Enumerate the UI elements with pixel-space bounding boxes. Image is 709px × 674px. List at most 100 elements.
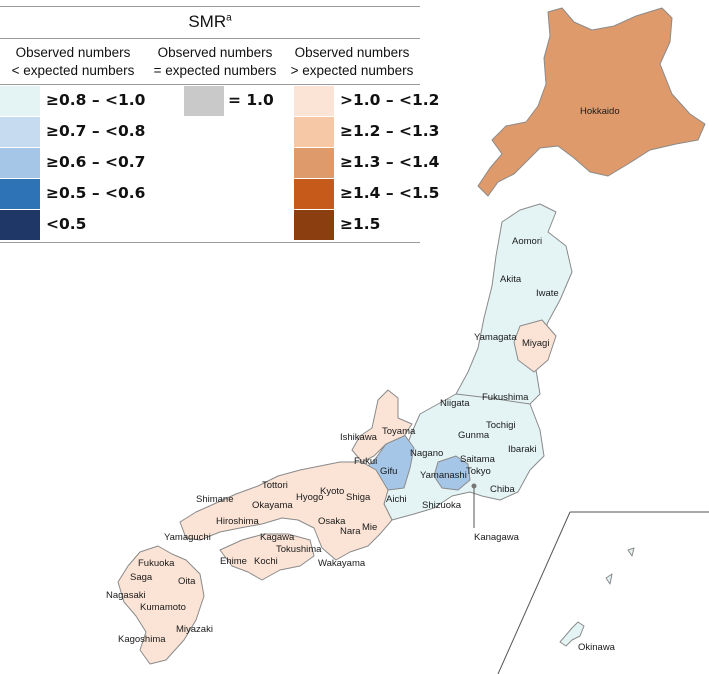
label-tokushima: Tokushima	[276, 544, 322, 555]
label-tottori: Tottori	[262, 480, 288, 491]
legend-top-rule	[0, 6, 420, 7]
legend-column-higher-header: Observed numbers > expected numbers	[284, 44, 420, 80]
label-kyoto: Kyoto	[320, 486, 344, 497]
label-equal-1: = 1.0	[228, 91, 274, 109]
region-kyushu[interactable]	[117, 545, 205, 665]
legend-column-lower-header: Observed numbers < expected numbers	[0, 44, 146, 80]
label-higher-5: ≥1.5	[340, 215, 381, 233]
legend-title-rule	[0, 38, 420, 39]
label-miyazaki: Miyazaki	[176, 624, 213, 635]
swatch-lower-4	[0, 179, 40, 209]
label-kanagawa: Kanagawa	[474, 532, 520, 543]
region-shikoku[interactable]	[219, 533, 315, 581]
okinawa-inset-divider-diagonal	[497, 511, 571, 674]
label-ibaraki: Ibaraki	[508, 444, 537, 455]
region-miyagi[interactable]	[513, 319, 557, 373]
legend-header-rule	[0, 84, 420, 85]
label-gunma: Gunma	[458, 430, 490, 441]
region-kinki-chugoku[interactable]	[179, 461, 393, 561]
legend-column-higher-line2: > expected numbers	[290, 63, 414, 78]
label-higher-3: ≥1.3 – <1.4	[340, 153, 440, 171]
legend-title-text: SMR	[188, 12, 227, 31]
label-iwate: Iwate	[536, 288, 559, 299]
label-chiba: Chiba	[490, 484, 516, 495]
label-mie: Mie	[362, 522, 377, 533]
label-ehime: Ehime	[220, 556, 247, 567]
label-osaka: Osaka	[318, 516, 346, 527]
label-fukui: Fukui	[354, 456, 377, 467]
legend-title-superscript: a	[226, 12, 232, 24]
region-hokkaido[interactable]	[477, 7, 706, 197]
swatch-lower-3	[0, 148, 40, 178]
swatch-higher-3	[294, 148, 334, 178]
legend-bottom-rule	[0, 242, 420, 243]
label-lower-5: <0.5	[46, 215, 87, 233]
label-lower-3: ≥0.6 – <0.7	[46, 153, 146, 171]
swatch-equal-1	[184, 86, 224, 116]
swatch-higher-5	[294, 210, 334, 240]
label-aichi: Aichi	[386, 494, 407, 505]
label-yamagata: Yamagata	[474, 332, 517, 343]
legend-column-equal-line2: = expected numbers	[153, 63, 277, 78]
label-oita: Oita	[178, 576, 196, 587]
legend-column-equal-line1: Observed numbers	[157, 45, 273, 60]
label-yamaguchi: Yamaguchi	[164, 532, 211, 543]
label-toyama: Toyama	[382, 426, 416, 437]
region-tohoku[interactable]	[455, 203, 573, 405]
legend-column-equal-header: Observed numbers = expected numbers	[146, 44, 284, 80]
swatch-higher-2	[294, 117, 334, 147]
label-kagawa: Kagawa	[260, 532, 295, 543]
legend-column-higher-line1: Observed numbers	[294, 45, 410, 60]
label-aomori: Aomori	[512, 236, 542, 247]
swatch-lower-5	[0, 210, 40, 240]
label-niigata: Niigata	[440, 398, 470, 409]
swatch-higher-1	[294, 86, 334, 116]
label-higher-1: >1.0 – <1.2	[340, 91, 440, 109]
label-wakayama: Wakayama	[318, 558, 366, 569]
label-lower-1: ≥0.8 – <1.0	[46, 91, 146, 109]
label-fukushima: Fukushima	[482, 392, 529, 403]
label-lower-2: ≥0.7 – <0.8	[46, 122, 146, 140]
region-hokuriku[interactable]	[351, 389, 413, 463]
label-kochi: Kochi	[254, 556, 278, 567]
label-higher-2: ≥1.2 – <1.3	[340, 122, 440, 140]
label-saga: Saga	[130, 572, 153, 583]
label-kumamoto: Kumamoto	[140, 602, 186, 613]
label-nagano: Nagano	[410, 448, 443, 459]
swatch-lower-1	[0, 86, 40, 116]
label-shizuoka: Shizuoka	[422, 500, 462, 511]
label-kagoshima: Kagoshima	[118, 634, 166, 645]
island-okinawa-small-2	[605, 573, 613, 585]
label-hyogo: Hyogo	[296, 492, 323, 503]
region-okinawa[interactable]	[559, 621, 585, 647]
legend-column-lower-line1: Observed numbers	[15, 45, 131, 60]
label-hiroshima: Hiroshima	[216, 516, 259, 527]
label-gifu: Gifu	[380, 466, 397, 477]
label-akita: Akita	[500, 274, 522, 285]
label-hokkaido: Hokkaido	[580, 106, 620, 117]
label-tokyo: Tokyo	[466, 466, 491, 477]
label-okinawa: Okinawa	[578, 642, 616, 653]
legend-column-lower-line2: < expected numbers	[11, 63, 135, 78]
label-miyagi: Miyagi	[522, 338, 549, 349]
island-okinawa-small-1	[627, 547, 635, 557]
label-lower-4: ≥0.5 – <0.6	[46, 184, 146, 202]
label-shimane: Shimane	[196, 494, 234, 505]
smr-legend: SMRa Observed numbers < expected numbers…	[0, 0, 439, 245]
swatch-lower-2	[0, 117, 40, 147]
label-shiga: Shiga	[346, 492, 371, 503]
label-saitama: Saitama	[460, 454, 496, 465]
tokyo-marker	[471, 483, 477, 489]
label-fukuoka: Fukuoka	[138, 558, 175, 569]
label-nara: Nara	[340, 526, 361, 537]
label-higher-4: ≥1.4 – <1.5	[340, 184, 440, 202]
region-yamanashi[interactable]	[433, 455, 471, 491]
label-okayama: Okayama	[252, 500, 293, 511]
swatch-higher-4	[294, 179, 334, 209]
label-nagasaki: Nagasaki	[106, 590, 146, 601]
label-yamanashi: Yamanashi	[420, 470, 467, 481]
label-tochigi: Tochigi	[486, 420, 516, 431]
label-ishikawa: Ishikawa	[340, 432, 378, 443]
legend-title: SMRa	[0, 12, 420, 32]
